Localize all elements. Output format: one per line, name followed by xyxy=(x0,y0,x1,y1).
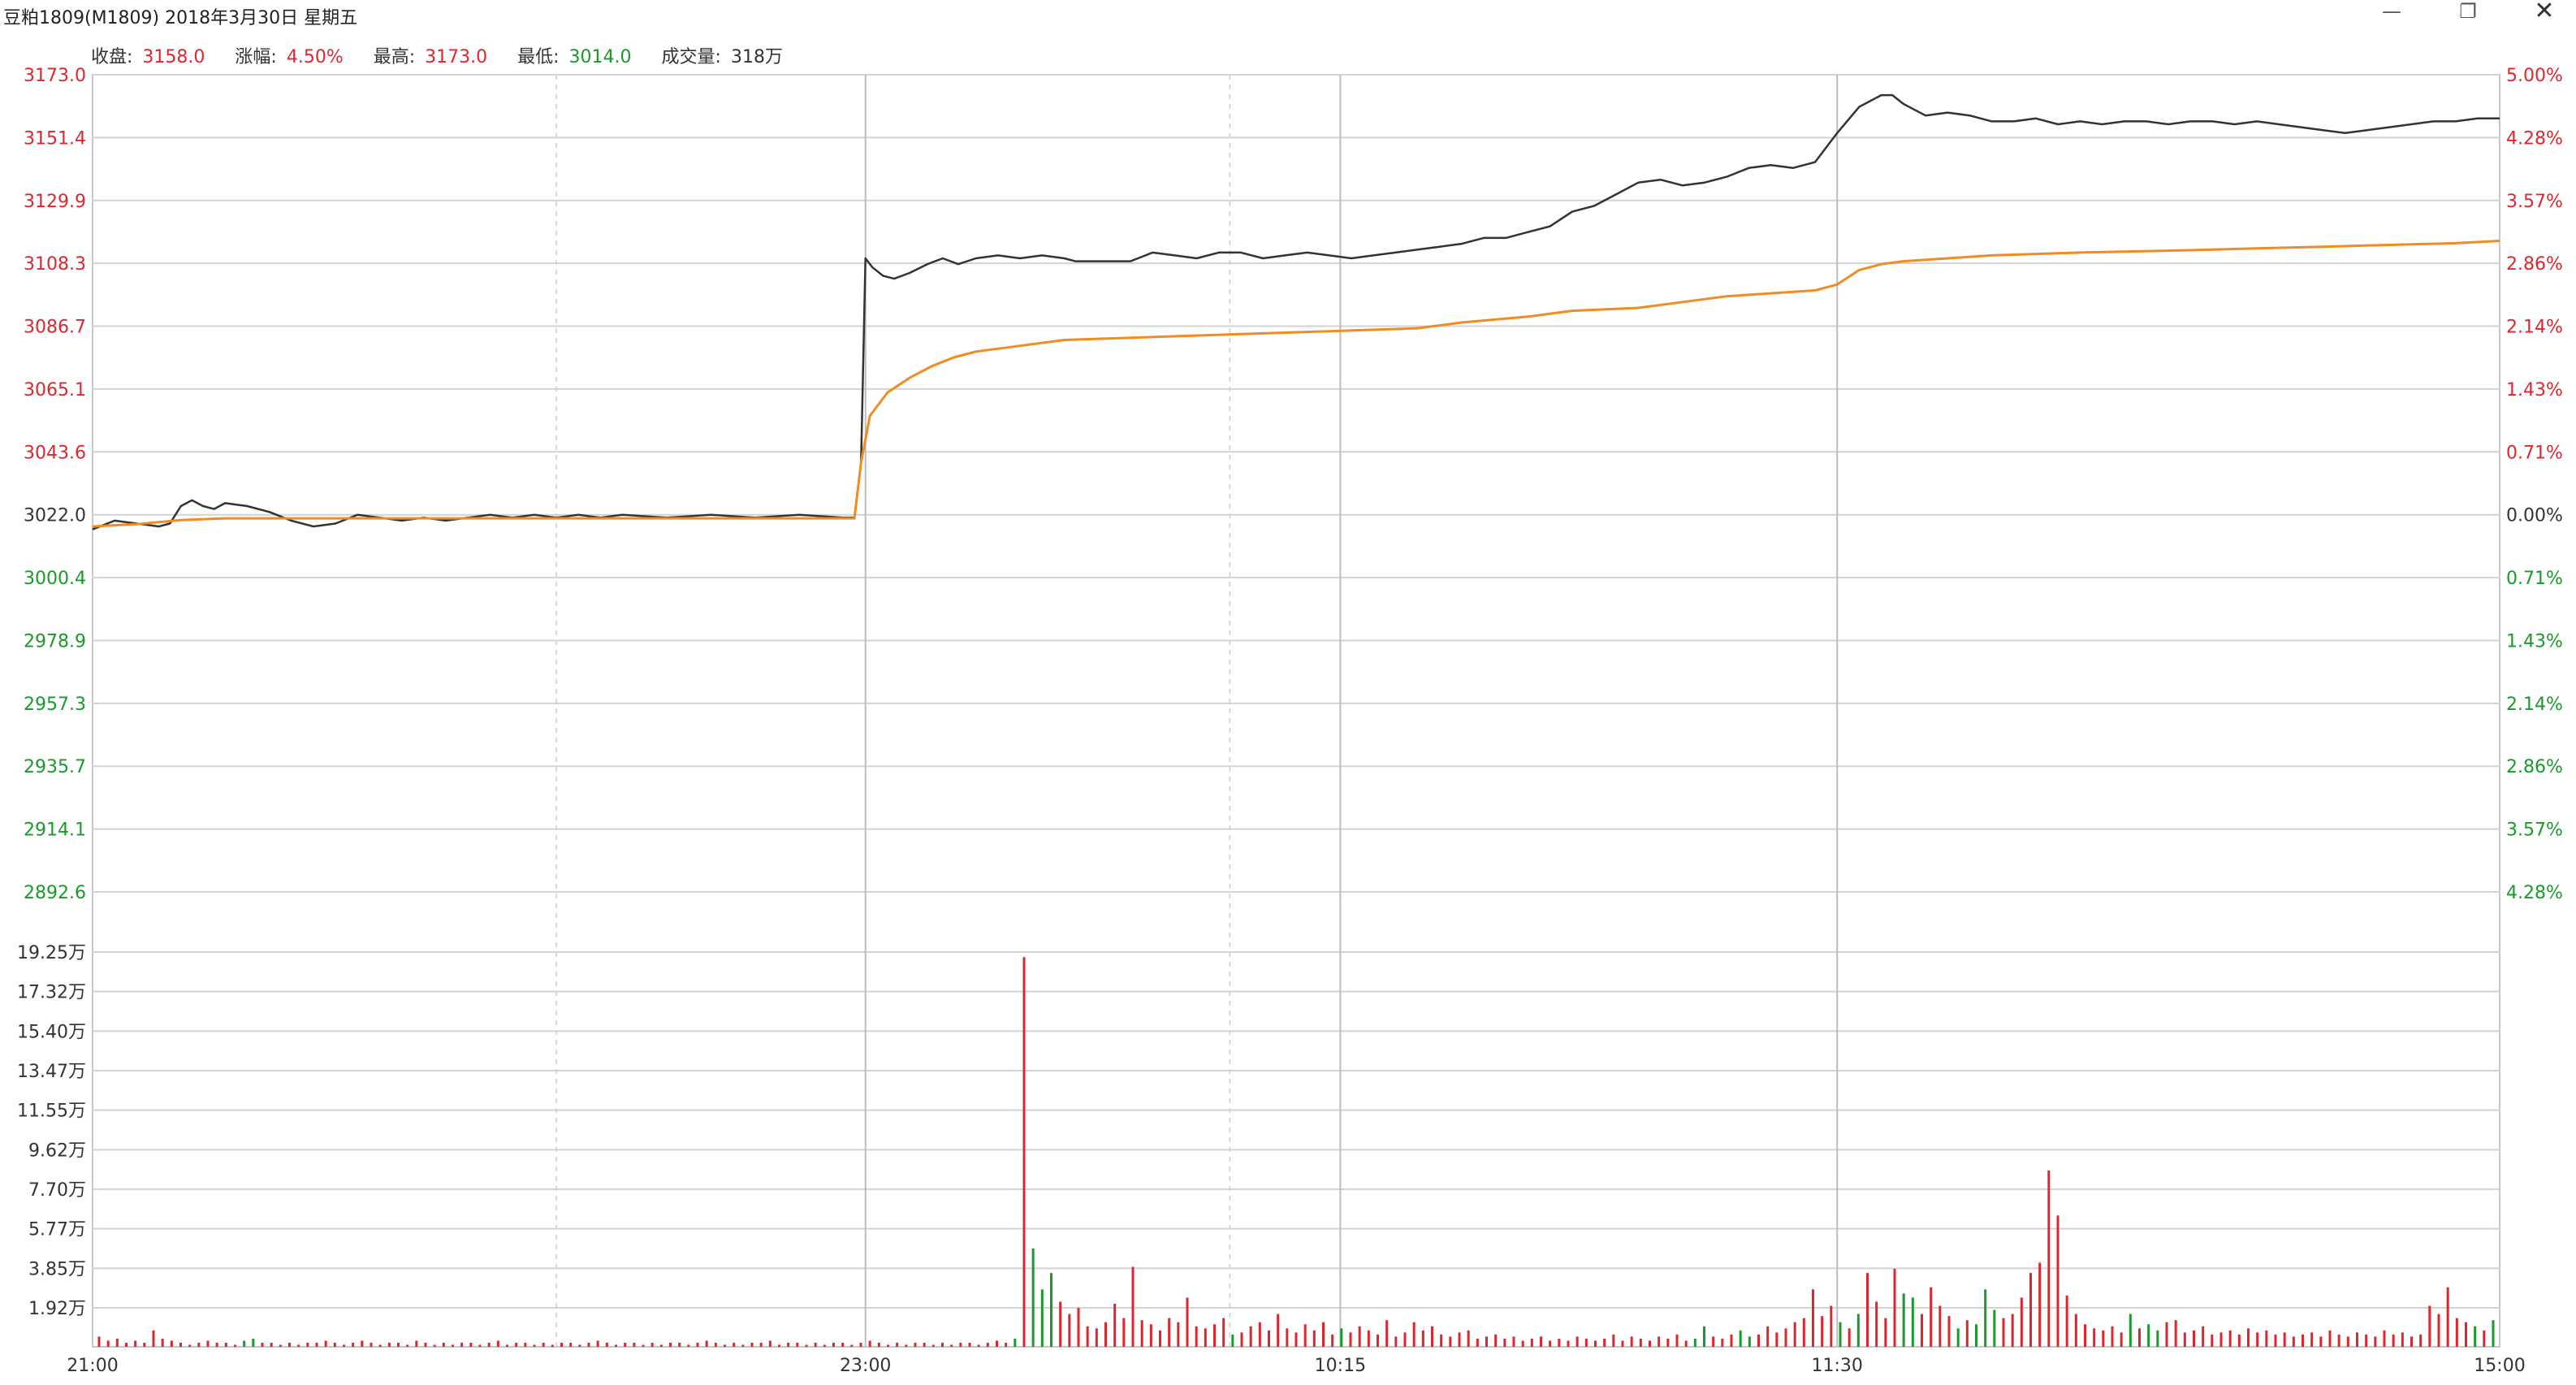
price-tick-label: 3086.7 xyxy=(24,318,86,338)
volume-tick-label: 17.32万 xyxy=(17,983,86,1003)
percent-tick-label: 0.71% xyxy=(2506,569,2563,589)
price-tick-label: 3108.3 xyxy=(24,254,86,275)
price-tick-label: 3173.0 xyxy=(24,66,86,86)
price-tick-label: 2914.1 xyxy=(24,820,86,841)
volume-tick-label: 1.92万 xyxy=(28,1299,86,1319)
percent-tick-label: 0.00% xyxy=(2506,506,2563,526)
window-titlebar: 豆粕1809(M1809) 2018年3月30日 星期五 — ❐ ✕ xyxy=(0,0,2576,31)
low-label: 最低: xyxy=(517,47,560,67)
percent-tick-label: 3.57% xyxy=(2506,192,2563,212)
close-icon[interactable]: ✕ xyxy=(2534,0,2555,25)
volume-tick-label: 19.25万 xyxy=(17,943,86,963)
volume-tick-label: 5.77万 xyxy=(28,1220,86,1240)
price-line xyxy=(92,93,2500,530)
percent-tick-label: 4.28% xyxy=(2506,128,2563,149)
axis-labels: 3173.0 5.00% 3151.4 4.28% 3129.9 3.57% 3108.3 2… xyxy=(17,66,2563,1376)
volume-tick-label: 3.85万 xyxy=(28,1259,86,1279)
percent-tick-label: 2.14% xyxy=(2506,318,2563,338)
time-tick-label: 11:30 xyxy=(1812,1356,1863,1376)
volume-bars xyxy=(97,957,2495,1347)
volume-tick-label: 15.40万 xyxy=(17,1022,86,1042)
price-tick-label: 3043.6 xyxy=(24,443,86,463)
quote-info-bar: 收盘: 3158.0 涨幅: 4.50% 最高: 3173.0 最低: 3014.0 成… xyxy=(91,42,807,68)
high-label: 最高: xyxy=(373,47,416,67)
time-tick-label: 15:00 xyxy=(2474,1356,2525,1376)
time-tick-label: 23:00 xyxy=(840,1356,891,1376)
time-tick-label: 21:00 xyxy=(67,1356,118,1376)
percent-tick-label: 3.57% xyxy=(2506,820,2563,841)
percent-tick-label: 1.43% xyxy=(2506,631,2563,651)
percent-tick-label: 4.28% xyxy=(2506,883,2563,903)
price-tick-label: 3151.4 xyxy=(24,128,86,149)
percent-tick-label: 2.14% xyxy=(2506,695,2563,715)
volume-tick-label: 13.47万 xyxy=(17,1062,86,1082)
price-tick-label: 2957.3 xyxy=(24,695,86,715)
change-label: 涨幅: xyxy=(235,47,277,67)
price-tick-label: 2892.6 xyxy=(24,883,86,903)
volume-tick-label: 9.62万 xyxy=(28,1140,86,1161)
low-value: 3014.0 xyxy=(568,47,632,67)
percent-tick-label: 2.86% xyxy=(2506,757,2563,777)
volume-value: 318万 xyxy=(730,47,783,67)
volume-tick-label: 11.55万 xyxy=(17,1102,86,1122)
volume-label: 成交量: xyxy=(661,47,721,67)
volume-tick-label: 7.70万 xyxy=(28,1180,86,1201)
chart-frame xyxy=(92,74,2500,1348)
percent-tick-label: 1.43% xyxy=(2506,380,2563,400)
percent-tick-label: 5.00% xyxy=(2506,66,2563,86)
high-value: 3173.0 xyxy=(425,47,488,67)
price-tick-label: 3065.1 xyxy=(24,380,86,400)
price-tick-label: 2935.7 xyxy=(24,757,86,777)
restore-icon[interactable]: ❐ xyxy=(2459,0,2477,23)
percent-tick-label: 0.71% xyxy=(2506,443,2563,463)
price-tick-label: 3129.9 xyxy=(24,192,86,212)
close-price-label: 收盘: xyxy=(91,47,133,67)
price-tick-label: 2978.9 xyxy=(24,631,86,651)
time-tick-label: 10:15 xyxy=(1315,1356,1366,1376)
window-title: 豆粕1809(M1809) 2018年3月30日 星期五 xyxy=(3,8,358,28)
minimize-icon[interactable]: — xyxy=(2382,0,2401,23)
price-lines xyxy=(92,93,2500,530)
price-tick-label: 3000.4 xyxy=(24,569,86,589)
percent-tick-label: 2.86% xyxy=(2506,254,2563,275)
grid-lines xyxy=(92,74,2500,1348)
average-price-line xyxy=(92,240,2500,528)
change-value: 4.50% xyxy=(286,47,344,67)
price-tick-label: 3022.0 xyxy=(24,506,86,526)
close-price-value: 3158.0 xyxy=(142,47,205,67)
